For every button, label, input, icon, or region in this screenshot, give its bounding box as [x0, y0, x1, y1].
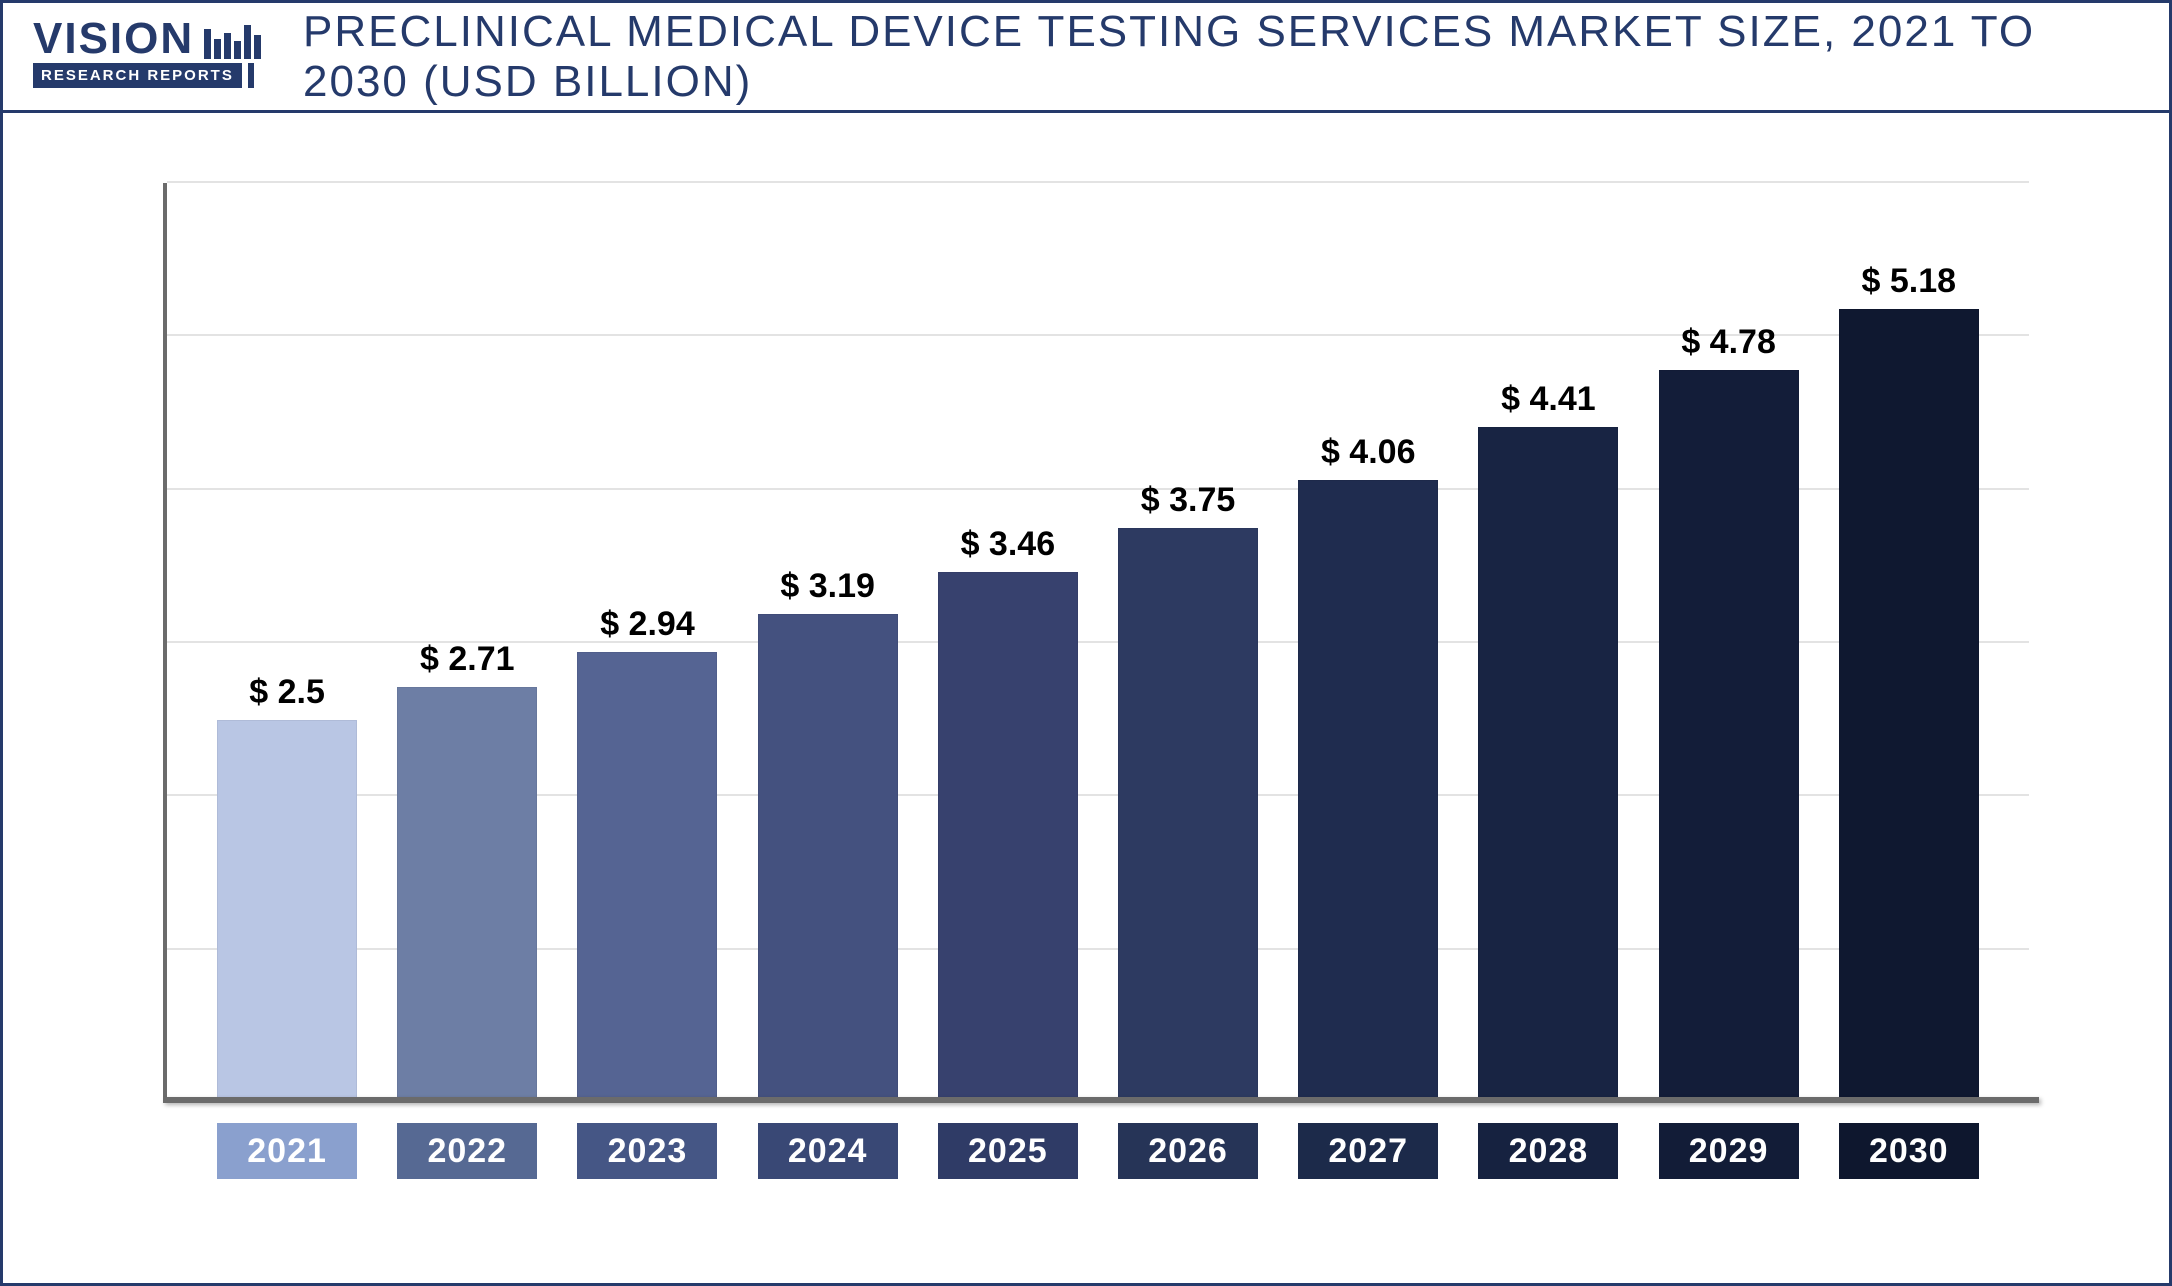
year-chip: 2030: [1839, 1123, 1979, 1179]
bar: $ 4.78: [1659, 323, 1799, 1103]
bar-value-label: $ 3.19: [780, 567, 875, 606]
bar-rect: [1839, 309, 1979, 1103]
bar-value-label: $ 4.78: [1681, 323, 1776, 362]
logo-bars-icon: [204, 19, 261, 59]
plot-area: $ 2.5 $ 2.71 $ 2.94 $ 3.19 $ 3.46 $ 3.75 $ 4.0…: [163, 183, 2029, 1103]
bar: $ 4.41: [1478, 380, 1618, 1103]
x-baseline: [163, 1097, 2039, 1103]
chart-title: PRECLINICAL MEDICAL DEVICE TESTING SERVI…: [303, 7, 2139, 107]
bar-rect: [938, 572, 1078, 1103]
bar-rect: [397, 687, 537, 1103]
year-chip: 2022: [397, 1123, 537, 1179]
year-chip: 2024: [758, 1123, 898, 1179]
bar: $ 2.5: [217, 673, 357, 1103]
bar-rect: [217, 720, 357, 1103]
year-chip: 2029: [1659, 1123, 1799, 1179]
bar-rect: [1298, 480, 1438, 1103]
bar: $ 5.18: [1839, 262, 1979, 1103]
year-chip: 2025: [938, 1123, 1078, 1179]
bar: $ 3.75: [1118, 481, 1258, 1103]
bar-value-label: $ 2.71: [420, 640, 515, 679]
header: VISION RESEARCH REPORTS PRECLINICAL MEDI…: [3, 3, 2169, 113]
bar: $ 2.94: [577, 605, 717, 1103]
chart-zone: $ 2.5 $ 2.71 $ 2.94 $ 3.19 $ 3.46 $ 3.75 $ 4.0…: [3, 113, 2169, 1283]
bar-value-label: $ 5.18: [1862, 262, 1957, 301]
logo: VISION RESEARCH REPORTS: [33, 17, 253, 97]
year-chip: 2023: [577, 1123, 717, 1179]
logo-line2: RESEARCH REPORTS: [33, 63, 248, 88]
bar-rect: [1659, 370, 1799, 1103]
bar-rect: [1478, 427, 1618, 1103]
chart-container: VISION RESEARCH REPORTS PRECLINICAL MEDI…: [0, 0, 2172, 1286]
bar: $ 3.19: [758, 567, 898, 1103]
bar-value-label: $ 2.94: [600, 605, 695, 644]
bar-value-label: $ 4.06: [1321, 433, 1416, 472]
x-axis: 2021 2022 2023 2024 2025 2026 2027 2028 2029 2030: [167, 1103, 2029, 1179]
bar-value-label: $ 2.5: [249, 673, 325, 712]
bar-value-label: $ 4.41: [1501, 380, 1596, 419]
bar: $ 4.06: [1298, 433, 1438, 1103]
bar: $ 3.46: [938, 525, 1078, 1103]
bar-rect: [758, 614, 898, 1103]
bar-value-label: $ 3.46: [961, 525, 1056, 564]
year-chip: 2028: [1478, 1123, 1618, 1179]
bar-rect: [577, 652, 717, 1103]
bar-value-label: $ 3.75: [1141, 481, 1236, 520]
year-chip: 2027: [1298, 1123, 1438, 1179]
year-chip: 2021: [217, 1123, 357, 1179]
bar-rect: [1118, 528, 1258, 1103]
year-chip: 2026: [1118, 1123, 1258, 1179]
bar: $ 2.71: [397, 640, 537, 1103]
bar-group: $ 2.5 $ 2.71 $ 2.94 $ 3.19 $ 3.46 $ 3.75 $ 4.0…: [167, 183, 2029, 1103]
